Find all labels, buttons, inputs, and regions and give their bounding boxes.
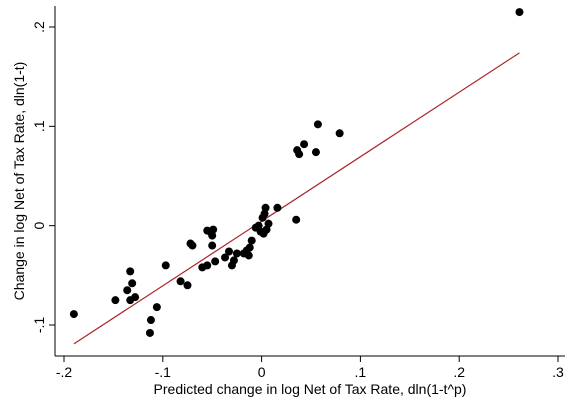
data-point (176, 277, 185, 286)
data-point (292, 215, 301, 224)
x-tick-label: .1 (355, 364, 367, 380)
data-points (69, 8, 524, 337)
x-tick-label: -.1 (155, 364, 172, 380)
data-point (198, 263, 207, 272)
data-point (111, 296, 120, 305)
data-point (335, 129, 344, 138)
data-point (232, 249, 241, 258)
y-tick-label: 0 (31, 222, 47, 230)
fit-line-group (73, 52, 520, 345)
x-tick-label: .2 (453, 364, 465, 380)
x-axis-title: Predicted change in log Net of Tax Rate,… (154, 381, 467, 397)
y-tick-label: -.1 (31, 317, 47, 334)
y-axis-ticks: -.1 0 .1 .2 (31, 21, 55, 333)
data-point (123, 286, 132, 295)
y-tick-label: .1 (31, 120, 47, 132)
data-point (161, 261, 170, 270)
data-point (211, 257, 220, 266)
data-point (188, 241, 197, 250)
data-point (261, 203, 270, 212)
y-tick-label: .2 (31, 21, 47, 33)
data-point (126, 296, 135, 305)
data-point (69, 310, 78, 319)
data-point (251, 223, 260, 232)
data-point (208, 241, 217, 250)
data-point (146, 316, 155, 325)
data-point (203, 226, 212, 235)
data-point (295, 150, 304, 159)
data-point (183, 281, 192, 290)
data-point (209, 225, 218, 234)
data-point (221, 253, 230, 262)
data-point (227, 261, 236, 270)
x-tick-label: .3 (552, 364, 564, 380)
data-point (300, 140, 309, 149)
data-point (258, 213, 267, 222)
data-point (313, 120, 322, 129)
data-point (311, 148, 320, 157)
data-point (247, 236, 256, 245)
x-axis-ticks: -.2 -.1 0 .1 .2 .3 (56, 356, 564, 380)
data-point (128, 279, 137, 288)
data-point (224, 247, 233, 256)
data-point (515, 8, 524, 17)
x-tick-label: 0 (258, 364, 266, 380)
data-point (126, 267, 135, 276)
data-point (239, 249, 248, 258)
fit-line (73, 52, 520, 345)
data-point (145, 328, 154, 337)
x-tick-label: -.2 (56, 364, 73, 380)
y-axis-title: Change in log Net of Tax Rate, dln(1-t) (11, 62, 27, 301)
data-point (273, 203, 282, 212)
data-point (152, 303, 161, 312)
